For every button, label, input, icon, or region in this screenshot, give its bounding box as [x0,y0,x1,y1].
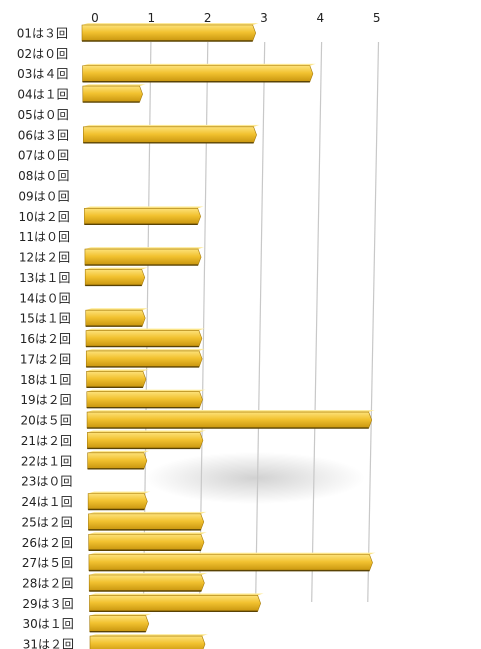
category-label: 09は０回 [18,189,69,203]
x-tick-label: 4 [317,11,325,25]
bar-31は２回 [89,634,208,649]
category-label: 07は０回 [18,149,69,163]
bar-16は２回 [85,328,205,348]
x-tick-label: 0 [91,11,99,25]
x-tick-label: 5 [373,11,381,25]
category-label: 17は２回 [20,352,71,366]
category-label: 30は１回 [23,617,74,631]
category-label: 01は３回 [17,27,68,41]
category-label: 12は２回 [19,251,70,265]
bar-21は２回 [87,430,206,450]
bar-24は１回 [87,491,151,511]
bar-12は２回 [84,247,205,266]
bar-26は２回 [88,532,207,551]
bar-20は５回 [86,410,375,429]
category-label: 02は０回 [17,47,68,61]
bar-17は２回 [85,348,206,368]
grid-line-4 [311,41,323,603]
category-label: 06は３回 [18,128,69,142]
bar-28は２回 [88,572,208,592]
category-label: 18は１回 [20,373,71,387]
bar-19は２回 [86,389,206,409]
category-label: 28は２回 [22,576,73,590]
category-label: 24は１回 [21,495,72,509]
floor-shadow [145,452,365,504]
category-label: 16は２回 [20,332,71,346]
category-labels: 01は３回 02は０回 03は４回 04は１回 05は０回 06は３回 07は０回 08は０回… [17,27,74,649]
x-tick-label: 3 [260,11,268,25]
category-label: 21は２回 [21,434,72,448]
bar-18は１回 [86,369,149,388]
bar-01は３回 [81,23,259,42]
category-label: 23は０回 [21,475,72,489]
category-label: 22は１回 [21,454,72,468]
category-label: 03は４回 [17,67,68,81]
bar-04は１回 [82,84,146,103]
grid-line-3 [255,41,266,603]
bar-15は１回 [85,308,149,327]
category-label: 31は２回 [23,638,74,649]
category-label: 19は２回 [20,393,71,407]
bar-03は４回 [82,63,316,83]
category-label: 11は０回 [19,230,70,244]
grid-line-5 [367,41,380,603]
bar-25は２回 [88,511,207,531]
category-label: 25は２回 [22,515,73,529]
bar-06は３回 [83,124,260,144]
bar-30は１回 [89,613,152,633]
category-label: 29は３回 [22,597,73,611]
x-axis-ticks: 0 1 2 3 4 5 [91,11,380,25]
x-tick-label: 2 [204,11,212,25]
x-tick-label: 1 [148,11,156,25]
bar-27は５回 [88,552,376,572]
category-label: 27は５回 [22,556,73,570]
category-label: 26は２回 [22,536,73,550]
bars [81,23,376,649]
category-label: 15は１回 [20,312,71,326]
category-label: 05は０回 [18,108,69,122]
bar-10は２回 [84,206,204,226]
bar-13は１回 [84,267,148,287]
category-label: 20は５回 [21,414,72,428]
bar-22は１回 [87,450,150,470]
category-label: 14は０回 [19,291,70,305]
category-label: 04は１回 [17,88,68,102]
bar-29は３回 [89,593,264,613]
category-label: 13は１回 [19,271,70,285]
category-label: 10は２回 [19,210,70,224]
category-label: 08は０回 [18,169,69,183]
